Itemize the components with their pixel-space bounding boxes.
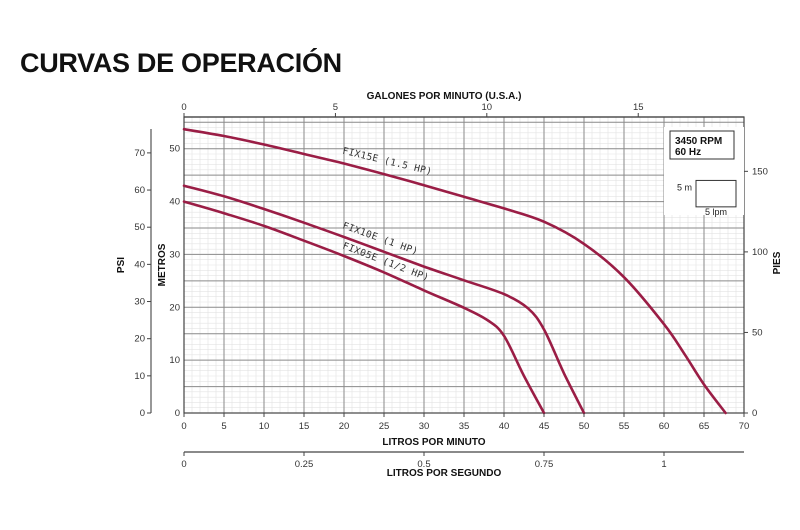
lps-tick-label: 0.25 (295, 459, 314, 470)
x-tick-label: 40 (499, 421, 510, 432)
pies-axis-title: PIES (772, 251, 783, 274)
page-title: CURVAS DE OPERACIÓN (20, 48, 342, 78)
y-tick-label: 20 (169, 302, 180, 313)
lps-tick-label: 1 (661, 459, 666, 470)
x-tick-label: 60 (659, 421, 670, 432)
pies-tick-label: 150 (752, 166, 768, 177)
x-tick-label: 70 (739, 421, 750, 432)
x-tick-label: 45 (539, 421, 550, 432)
lps-tick-label: 0.75 (535, 459, 554, 470)
series-line (182, 184, 586, 415)
x-tick-label: 30 (419, 421, 430, 432)
series-label: FIX15E (1.5 HP) (341, 146, 433, 178)
x-tick-label: 0 (181, 421, 186, 432)
psi-tick-label: 60 (134, 185, 145, 196)
lps-axis-title: LITROS POR SEGUNDO (387, 468, 502, 479)
top-tick-label: 5 (333, 102, 338, 113)
lps-tick-label: 0 (181, 459, 186, 470)
x-tick-label: 10 (259, 421, 270, 432)
psi-tick-label: 70 (134, 148, 145, 159)
top-tick-label: 15 (633, 102, 644, 113)
top-tick-label: 0 (181, 102, 186, 113)
psi-tick-label: 20 (134, 334, 145, 345)
psi-tick-label: 50 (134, 222, 145, 233)
x-tick-label: 55 (619, 421, 630, 432)
series-line (182, 127, 727, 415)
legend-hz: 60 Hz (675, 147, 701, 158)
y-tick-label: 30 (169, 249, 180, 260)
legend-rpm: 3450 RPM (675, 136, 722, 147)
pies-tick-label: 0 (752, 408, 757, 419)
legend-speed-box (669, 130, 735, 160)
chart-grid (183, 116, 745, 414)
x-tick-label: 25 (379, 421, 390, 432)
legend-height-label: 5 m (677, 182, 692, 192)
x-tick-label: 15 (299, 421, 310, 432)
psi-tick-label: 30 (134, 297, 145, 308)
x-tick-label: 5 (221, 421, 226, 432)
x-tick-label: 65 (699, 421, 710, 432)
y-tick-label: 40 (169, 197, 180, 208)
y-tick-label: 50 (169, 144, 180, 155)
x-axis-title: LITROS POR MINUTO (382, 437, 485, 448)
psi-tick-label: 10 (134, 371, 145, 382)
legend-width-label: 5 lpm (705, 207, 727, 217)
top-tick-label: 10 (482, 102, 493, 113)
lps-tick-label: 0.5 (417, 459, 430, 470)
pies-tick-label: 100 (752, 247, 768, 258)
y-axis-title: METROS (157, 243, 168, 286)
psi-axis-title: PSI (116, 257, 127, 273)
psi-tick-label: 40 (134, 259, 145, 270)
pies-tick-label: 50 (752, 327, 763, 338)
x-tick-label: 35 (459, 421, 470, 432)
series-line (182, 200, 546, 415)
y-tick-label: 0 (175, 408, 180, 419)
psi-tick-label: 0 (140, 408, 145, 419)
legend-scale-cell (695, 179, 737, 208)
x-tick-label: 20 (339, 421, 350, 432)
y-tick-label: 10 (169, 355, 180, 366)
x-tick-label: 50 (579, 421, 590, 432)
top-axis-title: GALONES POR MINUTO (U.S.A.) (367, 91, 522, 102)
